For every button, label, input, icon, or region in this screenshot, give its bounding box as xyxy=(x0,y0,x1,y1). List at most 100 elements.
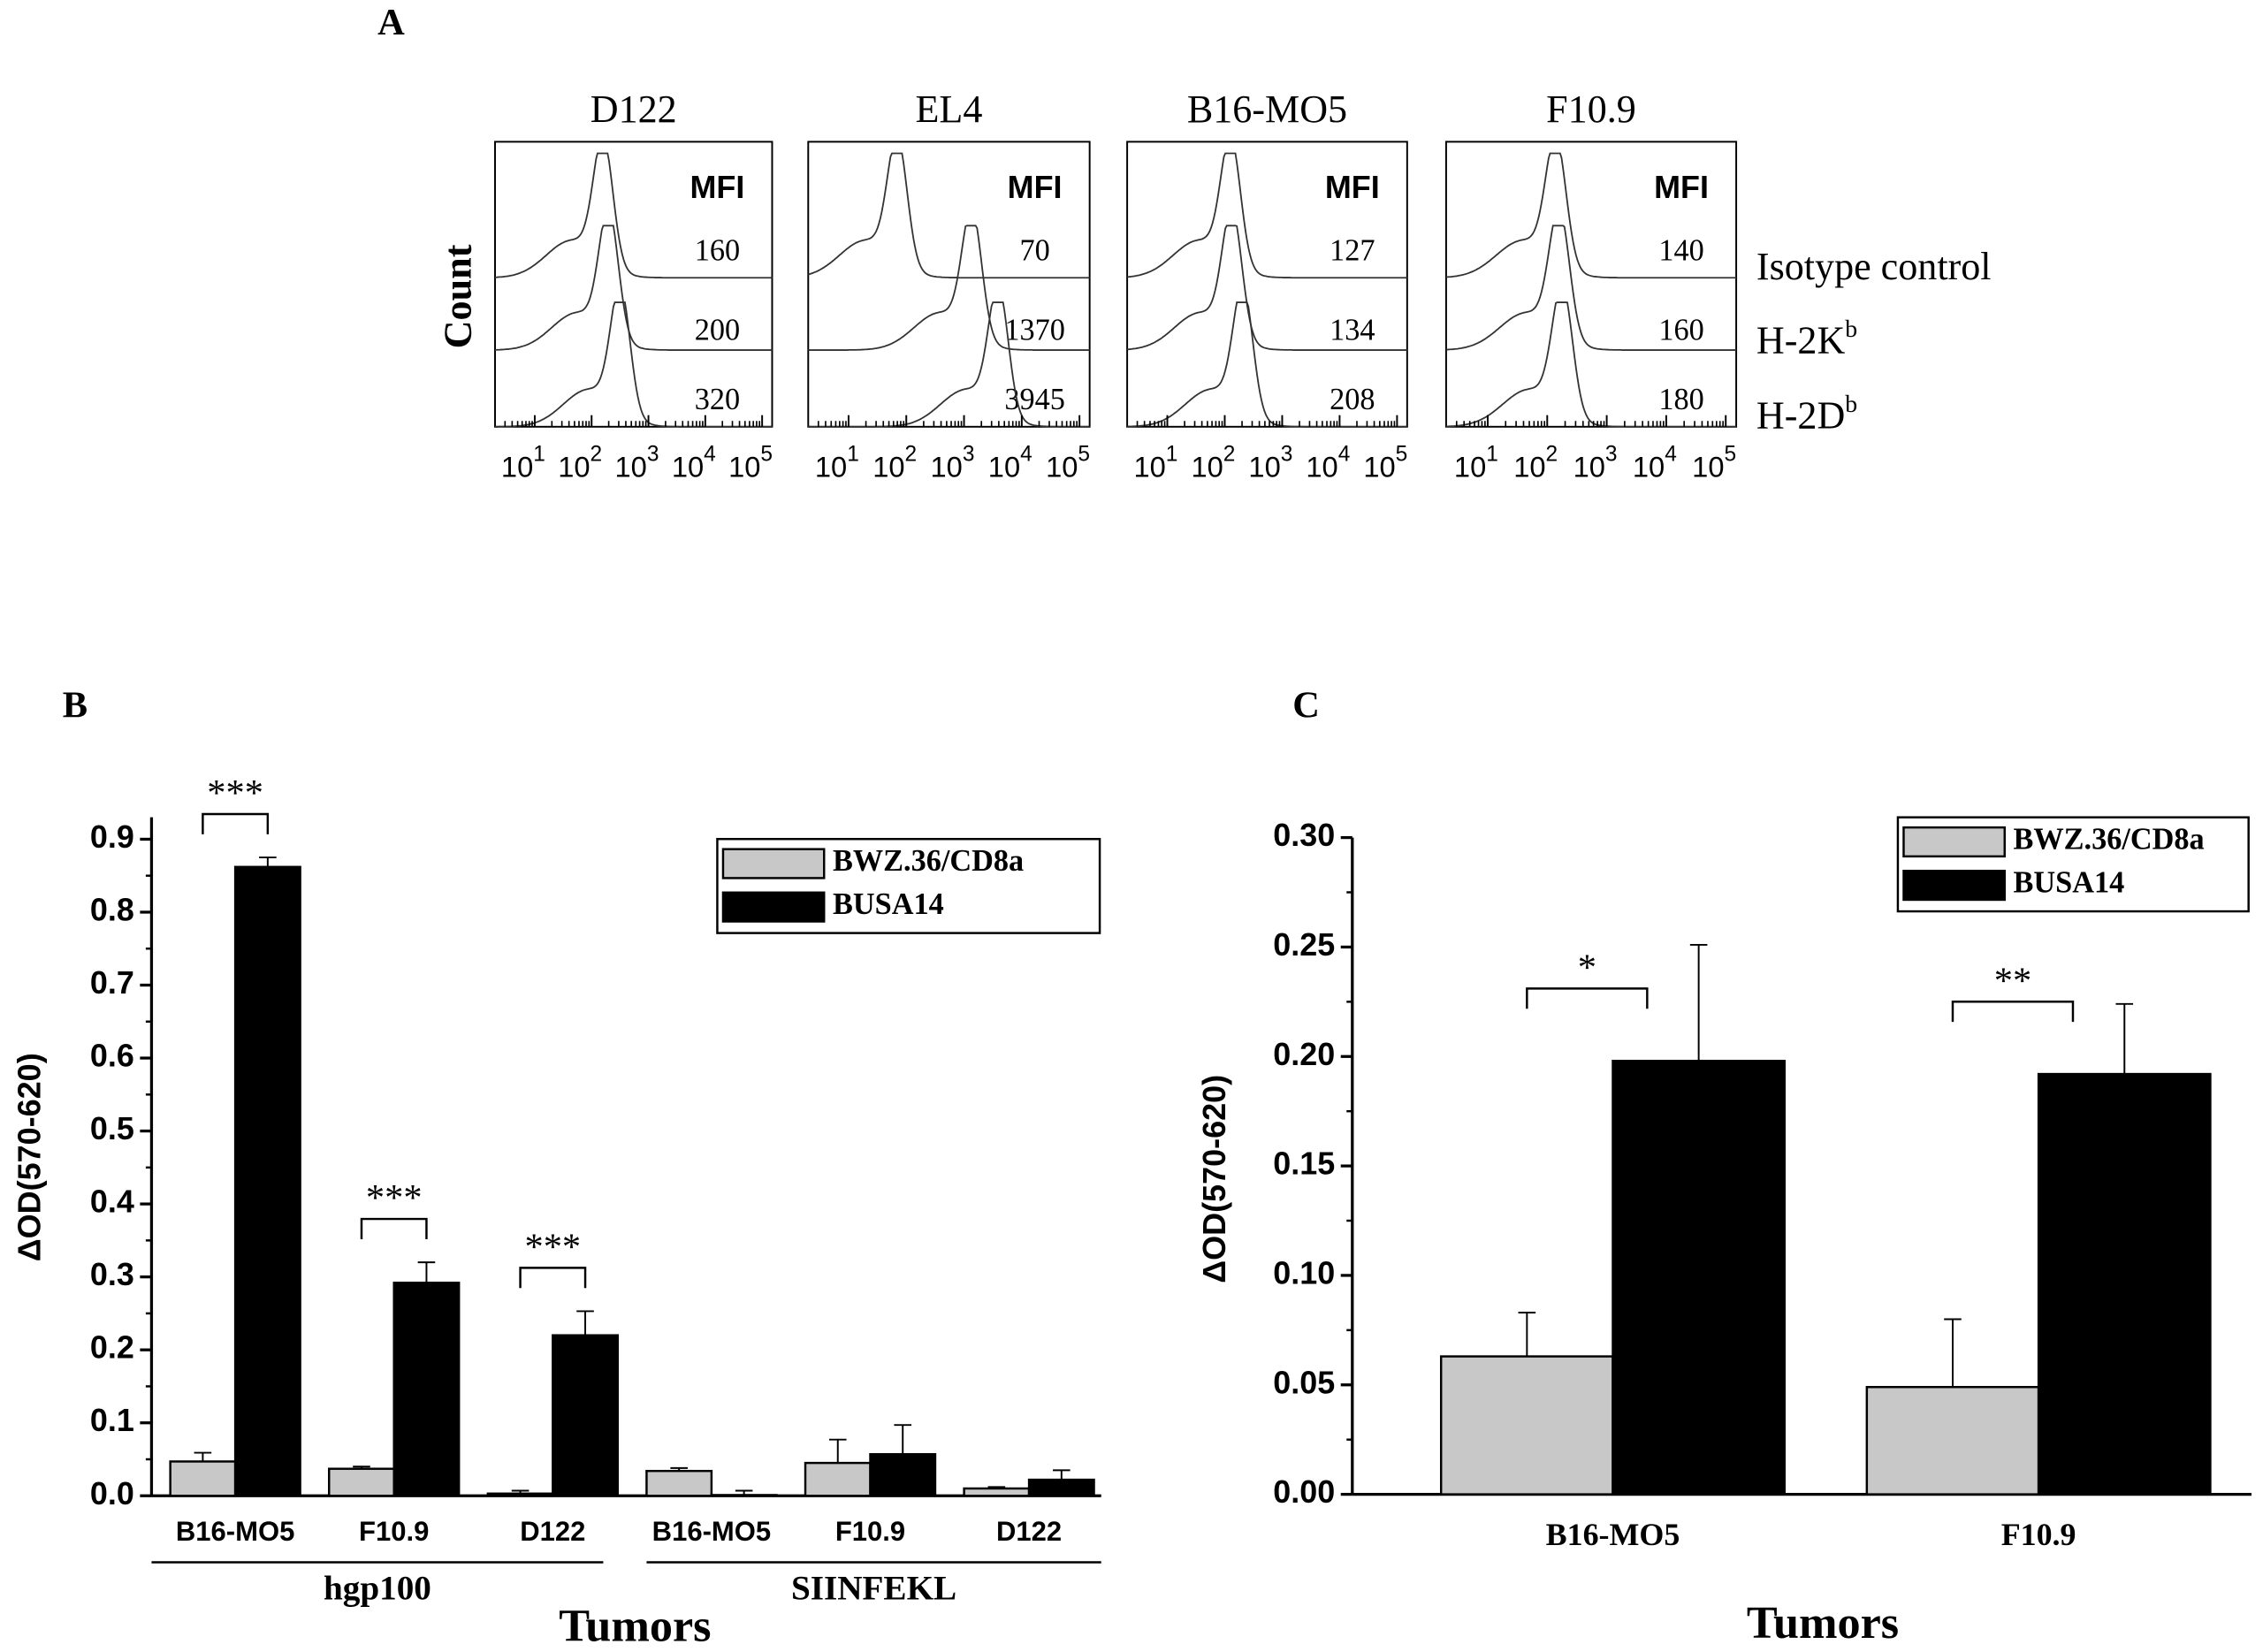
x-tick-exponent: 1 xyxy=(1486,443,1498,467)
x-tick-base: 10 xyxy=(1454,450,1486,483)
y-tick-label: 0.00 xyxy=(1273,1473,1335,1510)
x-tick-label: D122 xyxy=(996,1516,1062,1547)
bar xyxy=(645,1469,713,1497)
histogram-title: B16-MO5 xyxy=(1187,88,1347,131)
x-tick-label: 104 xyxy=(672,443,716,483)
error-bar xyxy=(353,1465,370,1469)
x-tick-exponent: 3 xyxy=(1281,443,1293,467)
bar xyxy=(328,1467,395,1497)
y-tick-label: 0.05 xyxy=(1273,1364,1335,1400)
row-label: Isotype control xyxy=(1756,245,1992,288)
error-bar xyxy=(511,1489,530,1494)
y-axis-label: ΔOD(570-620) xyxy=(11,1053,47,1261)
bar xyxy=(804,1461,872,1497)
x-tick-base: 10 xyxy=(1306,450,1337,483)
mfi-value: 160 xyxy=(695,233,740,267)
group-label: hgp100 xyxy=(324,1569,431,1607)
x-tick-exponent: 3 xyxy=(1605,443,1618,467)
histogram-title: F10.9 xyxy=(1546,88,1636,131)
x-tick-base: 10 xyxy=(1046,450,1078,483)
bar xyxy=(392,1282,461,1497)
x-tick-label: 104 xyxy=(988,443,1032,483)
x-tick-exponent: 1 xyxy=(1166,443,1178,467)
row-label: H-2Kb xyxy=(1756,316,1857,362)
x-tick-label: 103 xyxy=(615,443,659,483)
mfi-header: MFI xyxy=(1654,169,1709,205)
error-bar xyxy=(194,1451,212,1462)
row-label-sup: b xyxy=(1845,391,1857,418)
significance-label: ** xyxy=(1994,960,2031,1001)
error-bar xyxy=(576,1310,594,1336)
bar xyxy=(963,1487,1031,1497)
bar xyxy=(1027,1478,1095,1497)
row-label-text: H-2K xyxy=(1756,319,1846,362)
y-tick-label: 0.0 xyxy=(90,1475,134,1511)
y-tick-label: 0.15 xyxy=(1273,1146,1335,1182)
x-tick-exponent: 2 xyxy=(591,443,603,467)
x-tick-label: 103 xyxy=(1248,443,1292,483)
significance-bracket xyxy=(360,1217,428,1239)
legend: BWZ.36/CD8a BUSA14 xyxy=(716,838,1101,934)
x-tick-base: 10 xyxy=(1573,450,1605,483)
error-bar xyxy=(987,1486,1006,1488)
mfi-value: 160 xyxy=(1658,313,1703,346)
legend-label: BUSA14 xyxy=(2014,865,2125,899)
x-tick-base: 10 xyxy=(815,450,847,483)
x-tick-base: 10 xyxy=(728,450,760,483)
x-tick-base: 10 xyxy=(1133,450,1165,483)
legend-label: BWZ.36/CD8a xyxy=(833,844,1024,878)
significance-bracket xyxy=(202,812,270,834)
y-tick-label: 0.8 xyxy=(90,891,134,927)
histogram-curve xyxy=(1445,301,1737,428)
x-tick-exponent: 2 xyxy=(905,443,918,467)
x-tick-label: 102 xyxy=(1191,443,1235,483)
histogram-frame xyxy=(1444,141,1738,428)
row-label-sup: b xyxy=(1845,316,1857,343)
error-bar xyxy=(417,1261,436,1283)
x-tick-base: 10 xyxy=(558,450,590,483)
x-tick-label: 102 xyxy=(872,443,917,483)
histogram-curve xyxy=(808,301,1090,428)
significance-bracket xyxy=(1951,1001,2075,1023)
x-tick-label: 101 xyxy=(1133,443,1177,483)
error-bar xyxy=(670,1466,688,1472)
mfi-value: 1370 xyxy=(1004,313,1065,346)
mfi-value: 3945 xyxy=(1004,383,1065,416)
x-tick-label: D122 xyxy=(520,1516,585,1547)
x-tick-exponent: 4 xyxy=(1338,443,1351,467)
x-tick-base: 10 xyxy=(1248,450,1280,483)
histogram-curve xyxy=(494,225,773,351)
y-tick-label: 0.7 xyxy=(90,964,134,1001)
x-tick-exponent: 1 xyxy=(847,443,859,467)
y-tick-label: 0.3 xyxy=(90,1256,134,1292)
histogram-curve xyxy=(1445,152,1737,279)
histogram-curve xyxy=(1127,225,1407,351)
x-tick-base: 10 xyxy=(1692,450,1724,483)
legend-label: BWZ.36/CD8a xyxy=(2014,822,2205,856)
x-tick-label: B16-MO5 xyxy=(176,1516,294,1547)
x-tick-label: 104 xyxy=(1306,443,1350,483)
x-tick-label: 105 xyxy=(1363,443,1407,483)
x-tick-label: 103 xyxy=(931,443,975,483)
histogram-title: D122 xyxy=(591,88,677,131)
error-bar xyxy=(1944,1318,1962,1388)
x-tick-label: 101 xyxy=(501,443,545,483)
x-tick-base: 10 xyxy=(1513,450,1545,483)
x-tick-exponent: 4 xyxy=(1665,443,1677,467)
error-bar xyxy=(828,1438,847,1464)
bar xyxy=(169,1460,237,1497)
legend-swatch xyxy=(721,891,826,923)
y-tick-label: 0.6 xyxy=(90,1038,134,1074)
x-tick-label: 103 xyxy=(1573,443,1618,483)
mfi-value: 208 xyxy=(1330,383,1375,416)
x-tick-label: F10.9 xyxy=(835,1516,905,1547)
x-tick-exponent: 1 xyxy=(533,443,545,467)
group-label: SIINFEKL xyxy=(791,1569,956,1607)
y-tick-label: 0.9 xyxy=(90,818,134,855)
histogram-frame xyxy=(494,141,773,428)
x-tick-exponent: 2 xyxy=(1546,443,1558,467)
error-bar xyxy=(1518,1312,1536,1357)
y-tick-label: 0.30 xyxy=(1273,817,1335,853)
